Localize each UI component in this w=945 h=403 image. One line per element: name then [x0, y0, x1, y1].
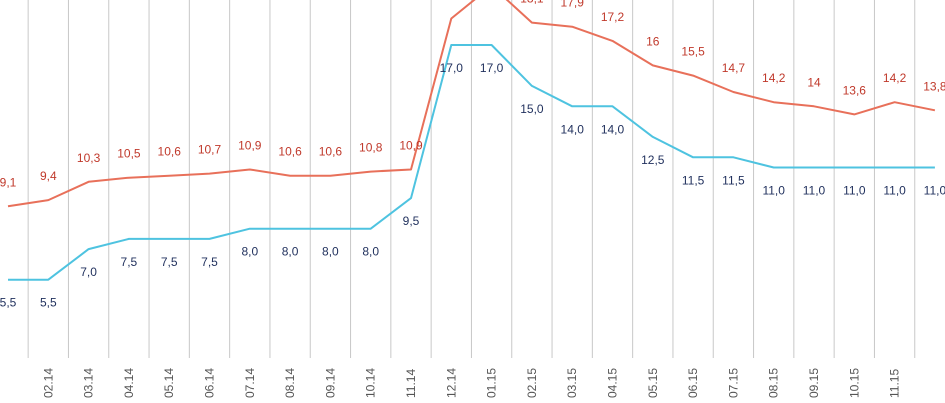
data-label: 9,1: [0, 175, 17, 189]
data-label: 7,0: [80, 265, 97, 279]
data-label: 14,0: [561, 122, 585, 136]
series-lines: [7, 0, 936, 281]
x-tick-label: 03.15: [565, 368, 579, 398]
data-label: 8,0: [322, 245, 339, 259]
data-label: 9,4: [40, 169, 57, 183]
data-label: 14,0: [601, 122, 625, 136]
x-tick-label: 06.14: [203, 368, 217, 398]
data-label: 17,2: [601, 10, 625, 24]
data-label: 7,5: [201, 255, 218, 269]
data-label: 8,0: [282, 245, 299, 259]
vertical-gridlines: [27, 0, 916, 358]
data-label: 17,0: [480, 61, 504, 75]
data-label: 18,3: [440, 0, 464, 1]
data-label: 10,6: [158, 145, 182, 159]
x-tick-label: 05.14: [162, 368, 176, 398]
x-tick-label: 03.14: [82, 368, 96, 398]
data-label: 15,0: [520, 102, 544, 116]
x-tick-label: 07.15: [726, 368, 740, 398]
data-label: 8,0: [241, 245, 258, 259]
x-tick-label: 08.15: [767, 368, 781, 398]
x-tick-label: 05.15: [646, 368, 660, 398]
x-tick-label: 11.15: [888, 369, 902, 398]
x-tick-label: 07.14: [243, 368, 257, 398]
data-label: 10,6: [278, 145, 302, 159]
data-label: 5,5: [40, 296, 57, 310]
data-label: 11,0: [762, 183, 785, 197]
data-label: 13,6: [843, 83, 867, 97]
data-label: 5,5: [0, 296, 17, 310]
x-tick-label: 08.14: [283, 368, 297, 398]
x-tick-label: 02.14: [41, 368, 55, 398]
data-label: 17,0: [440, 61, 464, 75]
data-label: 14: [807, 75, 821, 89]
data-label: 10,9: [238, 139, 262, 153]
data-label: 14,2: [762, 71, 786, 85]
data-label: 10,3: [77, 151, 101, 165]
x-tick-label: 02.15: [525, 368, 539, 398]
x-tick-label: 09.15: [807, 368, 821, 398]
x-tick-label: 04.15: [606, 368, 620, 398]
series-line-2: [8, 44, 935, 281]
data-label: 7,5: [121, 255, 138, 269]
data-label: 11,0: [803, 183, 826, 197]
x-tick-label: 09.14: [323, 368, 337, 398]
data-label: 15,5: [681, 45, 705, 59]
data-label: 14,2: [883, 71, 907, 85]
x-tick-label: 06.15: [686, 368, 700, 398]
data-label: 11,0: [883, 183, 906, 197]
data-label: 9,5: [403, 214, 420, 228]
data-label: 8,0: [362, 245, 379, 259]
data-label: 10,5: [117, 147, 141, 161]
data-label: 10,7: [198, 143, 222, 157]
data-label: 16: [646, 34, 660, 48]
data-label: 11,0: [843, 183, 866, 197]
x-tick-label: 10.14: [364, 368, 378, 398]
series-line-1: [7, 0, 936, 208]
data-label: 10,6: [319, 145, 343, 159]
data-label: 10,9: [399, 139, 423, 153]
x-axis-tick-labels: 02.14 03.14 04.14 05.14 06.14 07.14 08.14 09.14…: [41, 368, 901, 398]
data-label: 18,1: [520, 0, 544, 6]
x-tick-label: 04.14: [122, 368, 136, 398]
x-tick-label: 01.15: [485, 368, 499, 398]
data-label: 11,5: [722, 173, 745, 187]
data-label: 7,5: [161, 255, 178, 269]
data-label: 10,8: [359, 141, 383, 155]
x-tick-label: 11.14: [404, 369, 418, 398]
data-label: 14,7: [722, 61, 746, 75]
x-tick-label: 10.15: [847, 368, 861, 398]
data-label: 17,9: [561, 0, 585, 10]
data-label: 12,5: [641, 153, 665, 167]
data-labels: 9,1 9,4 10,3 10,5 10,6 10,7 10,9 10,6 10,6 10,8 10…: [0, 0, 945, 310]
x-tick-label: 12.14: [444, 368, 458, 398]
data-label: 11,5: [682, 173, 705, 187]
data-label: 13,8: [923, 79, 945, 93]
data-label: 11,0: [924, 183, 945, 197]
